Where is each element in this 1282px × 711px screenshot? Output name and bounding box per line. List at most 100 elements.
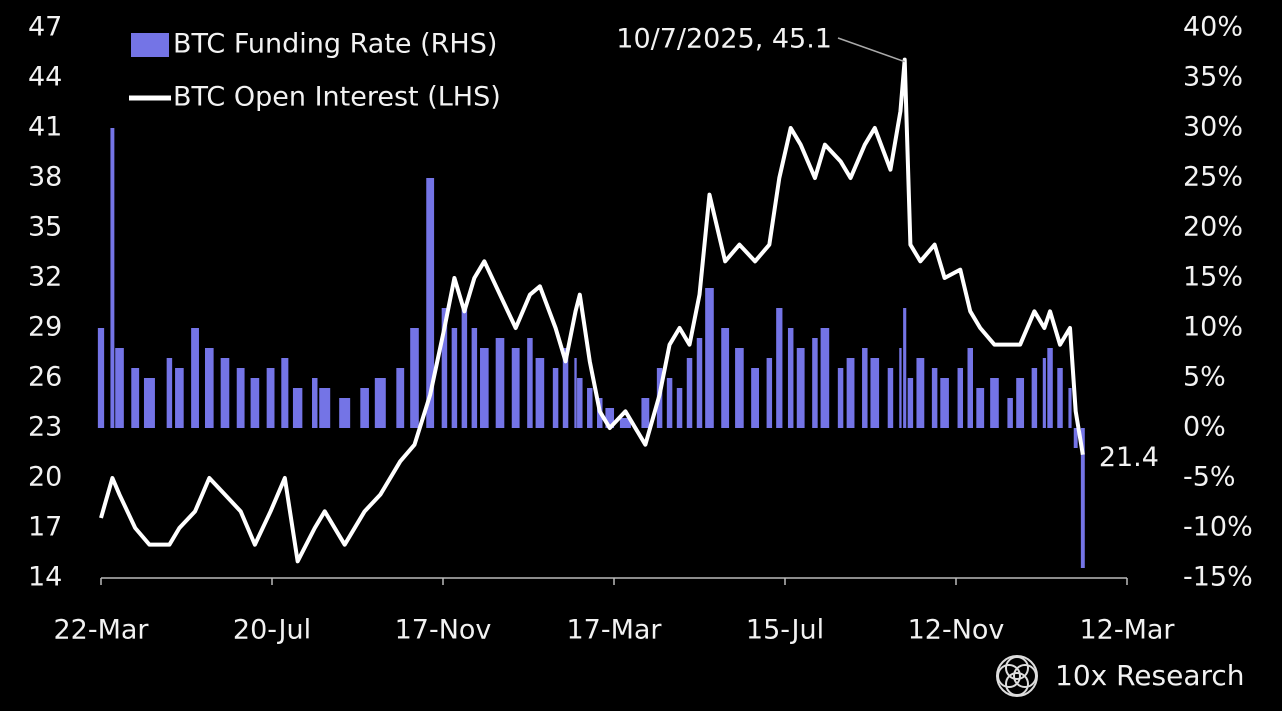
legend-swatch: [131, 33, 169, 57]
bar: [686, 358, 693, 428]
y-tick-label: 32: [28, 262, 62, 293]
end-label: 21.4: [1099, 442, 1159, 473]
bar: [916, 358, 925, 428]
annotation: 10/7/2025, 45.1: [616, 24, 832, 55]
bar: [220, 358, 230, 428]
y-tick-label: 47: [28, 12, 62, 43]
bar: [97, 328, 105, 428]
bar: [441, 308, 448, 428]
y-tick-label: 17: [28, 512, 62, 543]
bar: [360, 388, 369, 428]
y-tick-label: 41: [28, 112, 62, 143]
bar: [899, 348, 902, 428]
bar: [776, 308, 783, 428]
annotation-leader: [837, 37, 905, 63]
bar: [587, 388, 593, 428]
bar: [1068, 388, 1072, 428]
y2-tick-label: 0%: [1183, 412, 1226, 443]
bar: [511, 348, 520, 428]
bar: [766, 358, 773, 428]
legend-label: BTC Open Interest (LHS): [173, 82, 501, 113]
y2-tick-label: 40%: [1183, 12, 1243, 43]
bar: [131, 368, 140, 428]
bar: [751, 368, 759, 428]
bar: [562, 348, 569, 428]
bar: [451, 328, 458, 428]
bar: [641, 398, 650, 428]
bar: [1080, 428, 1085, 568]
bar: [666, 378, 673, 428]
bar: [940, 378, 949, 428]
logo: [996, 655, 1038, 697]
bar: [605, 408, 615, 428]
bar: [426, 178, 435, 428]
bar: [820, 328, 830, 428]
bar: [907, 378, 914, 428]
y2-tick-label: 5%: [1183, 362, 1226, 393]
y-tick-label: 14: [28, 562, 62, 593]
bar: [110, 128, 115, 428]
bar: [931, 368, 938, 428]
bar: [495, 338, 505, 428]
bar: [976, 388, 985, 428]
y2-tick-label: 25%: [1183, 162, 1243, 193]
bar: [1047, 348, 1053, 428]
source: 10x Research: [1055, 659, 1245, 692]
y-tick-label: 35: [28, 212, 62, 243]
bar: [166, 358, 173, 428]
y2-tick-label: 35%: [1183, 62, 1243, 93]
x-tick-label: 12-Mar: [1079, 615, 1175, 646]
bar: [862, 348, 868, 428]
y2-tick-label: -5%: [1183, 462, 1236, 493]
y-tick-label: 29: [28, 312, 62, 343]
bar: [1031, 368, 1038, 428]
bar: [1057, 368, 1063, 428]
bar: [1016, 378, 1025, 428]
bar: [837, 368, 844, 428]
bar: [696, 338, 703, 428]
x-tick-label: 17-Mar: [566, 615, 662, 646]
bar: [903, 308, 907, 428]
y2-tick-label: -10%: [1183, 512, 1253, 543]
bar: [735, 348, 744, 428]
x-tick-label: 15-Jul: [746, 615, 824, 646]
bar: [552, 368, 559, 428]
y2-tick-label: -15%: [1183, 562, 1253, 593]
x-tick-label: 12-Nov: [908, 615, 1005, 646]
bar: [577, 378, 583, 428]
bar: [1073, 428, 1078, 448]
bar: [812, 338, 818, 428]
x-tick-label: 17-Nov: [395, 615, 492, 646]
bar: [471, 328, 478, 428]
y2-tick-label: 15%: [1183, 262, 1243, 293]
bar: [676, 388, 683, 428]
bar: [480, 348, 489, 428]
x-tick-label: 22-Mar: [53, 615, 149, 646]
bar: [266, 368, 275, 428]
y-tick-label: 20: [28, 462, 62, 493]
bar: [887, 368, 894, 428]
bar: [721, 328, 730, 428]
bar: [292, 388, 303, 428]
bar: [461, 308, 468, 428]
bar: [574, 358, 577, 428]
bar: [527, 338, 533, 428]
bar: [236, 368, 245, 428]
bar: [115, 348, 124, 428]
bar: [191, 328, 199, 428]
bar: [396, 368, 405, 428]
bar: [410, 328, 419, 428]
line: [99, 57, 1085, 564]
bar: [535, 358, 545, 428]
bar: [619, 418, 631, 428]
bar: [319, 388, 331, 428]
y2-tick-label: 10%: [1183, 312, 1243, 343]
bar: [990, 378, 999, 428]
y-tick-label: 44: [28, 62, 62, 93]
bar: [787, 328, 794, 428]
bar: [1042, 358, 1046, 428]
bar: [281, 358, 289, 428]
y-tick-label: 23: [28, 412, 62, 443]
